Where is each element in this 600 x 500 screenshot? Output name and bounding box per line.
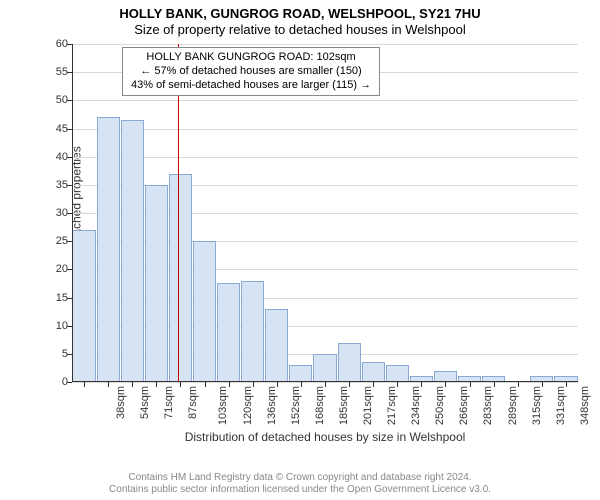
y-tick-label: 35 bbox=[44, 179, 68, 191]
x-tick-label: 87sqm bbox=[187, 386, 199, 419]
footer-line-2: Contains public sector information licen… bbox=[8, 484, 592, 496]
annotation-box: HOLLY BANK GUNGROG ROAD: 102sqm ← 57% of… bbox=[122, 47, 380, 96]
x-tick-label: 54sqm bbox=[139, 386, 151, 419]
x-tick-mark bbox=[397, 382, 398, 387]
bar bbox=[362, 362, 385, 382]
y-tick-label: 45 bbox=[44, 123, 68, 135]
x-tick-mark bbox=[108, 382, 109, 387]
x-tick-label: 315sqm bbox=[531, 386, 543, 425]
x-tick-mark bbox=[518, 382, 519, 387]
x-tick-mark bbox=[349, 382, 350, 387]
annotation-line-2: ← 57% of detached houses are smaller (15… bbox=[131, 65, 371, 79]
x-axis bbox=[72, 381, 578, 382]
x-tick-label: 217sqm bbox=[386, 386, 398, 425]
x-tick-mark bbox=[253, 382, 254, 387]
x-tick-mark bbox=[84, 382, 85, 387]
footer: Contains HM Land Registry data © Crown c… bbox=[8, 472, 592, 496]
y-tick-label: 15 bbox=[44, 292, 68, 304]
y-tick-label: 30 bbox=[44, 207, 68, 219]
x-tick-label: 120sqm bbox=[242, 386, 254, 425]
bar bbox=[265, 309, 288, 382]
bar bbox=[217, 283, 240, 382]
annotation-line-1: HOLLY BANK GUNGROG ROAD: 102sqm bbox=[131, 51, 371, 65]
plot-area: 05101520253035404550556038sqm54sqm71sqm8… bbox=[72, 44, 578, 382]
y-tick-label: 25 bbox=[44, 235, 68, 247]
x-tick-label: 283sqm bbox=[483, 386, 495, 425]
page-title: HOLLY BANK, GUNGROG ROAD, WELSHPOOL, SY2… bbox=[0, 6, 600, 21]
x-tick-mark bbox=[277, 382, 278, 387]
y-tick-label: 20 bbox=[44, 263, 68, 275]
x-tick-mark bbox=[180, 382, 181, 387]
y-tick-label: 0 bbox=[44, 376, 68, 388]
x-tick-label: 201sqm bbox=[362, 386, 374, 425]
y-axis bbox=[72, 44, 73, 382]
y-tick-label: 50 bbox=[44, 94, 68, 106]
x-tick-mark bbox=[421, 382, 422, 387]
x-tick-mark bbox=[445, 382, 446, 387]
x-tick-mark bbox=[229, 382, 230, 387]
x-tick-mark bbox=[494, 382, 495, 387]
x-tick-label: 185sqm bbox=[338, 386, 350, 425]
x-tick-label: 289sqm bbox=[507, 386, 519, 425]
x-tick-label: 266sqm bbox=[459, 386, 471, 425]
x-tick-label: 152sqm bbox=[290, 386, 302, 425]
x-tick-label: 234sqm bbox=[410, 386, 422, 425]
x-tick-label: 103sqm bbox=[218, 386, 230, 425]
x-tick-label: 348sqm bbox=[579, 386, 591, 425]
gridline bbox=[72, 100, 578, 101]
bar bbox=[145, 185, 168, 382]
y-tick-label: 40 bbox=[44, 151, 68, 163]
page-subtitle: Size of property relative to detached ho… bbox=[0, 22, 600, 37]
annotation-line-3: 43% of semi-detached houses are larger (… bbox=[131, 79, 371, 93]
bar bbox=[338, 343, 361, 382]
bar bbox=[386, 365, 409, 382]
x-tick-label: 168sqm bbox=[314, 386, 326, 425]
x-tick-label: 136sqm bbox=[266, 386, 278, 425]
bar bbox=[97, 117, 120, 382]
bar bbox=[121, 120, 144, 382]
y-tick-label: 55 bbox=[44, 66, 68, 78]
x-tick-mark bbox=[132, 382, 133, 387]
bar bbox=[193, 241, 216, 382]
footer-line-1: Contains HM Land Registry data © Crown c… bbox=[8, 472, 592, 484]
y-tick-label: 60 bbox=[44, 38, 68, 50]
chart: Number of detached properties 0510152025… bbox=[48, 44, 578, 414]
x-tick-mark bbox=[301, 382, 302, 387]
y-tick-mark bbox=[67, 382, 72, 383]
x-tick-mark bbox=[156, 382, 157, 387]
x-tick-label: 250sqm bbox=[434, 386, 446, 425]
gridline bbox=[72, 157, 578, 158]
bar bbox=[289, 365, 312, 382]
x-tick-mark bbox=[373, 382, 374, 387]
x-tick-mark bbox=[205, 382, 206, 387]
x-axis-label: Distribution of detached houses by size … bbox=[72, 430, 578, 444]
bar bbox=[169, 174, 192, 382]
x-tick-label: 71sqm bbox=[163, 386, 175, 419]
bar bbox=[72, 230, 95, 382]
x-tick-mark bbox=[325, 382, 326, 387]
x-tick-mark bbox=[542, 382, 543, 387]
gridline bbox=[72, 129, 578, 130]
x-tick-mark bbox=[470, 382, 471, 387]
gridline bbox=[72, 44, 578, 45]
bar bbox=[241, 281, 264, 382]
x-tick-label: 38sqm bbox=[115, 386, 127, 419]
x-tick-mark bbox=[566, 382, 567, 387]
y-tick-label: 10 bbox=[44, 320, 68, 332]
y-tick-label: 5 bbox=[44, 348, 68, 360]
bar bbox=[313, 354, 336, 382]
x-tick-label: 331sqm bbox=[555, 386, 567, 425]
